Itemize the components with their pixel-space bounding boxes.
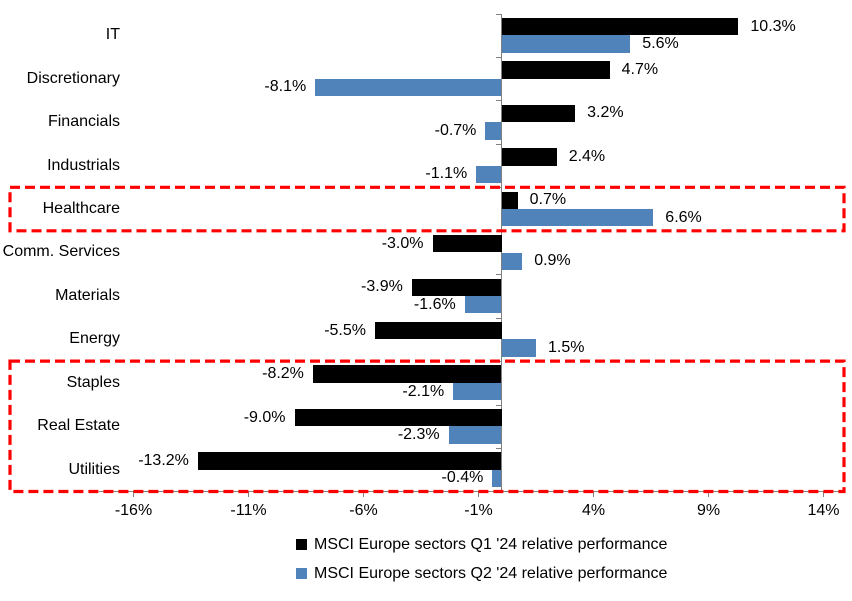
bar-q1 (375, 322, 502, 340)
legend-swatch-q2-icon (296, 568, 307, 579)
bar-q1 (294, 408, 502, 427)
x-axis-tick (478, 491, 479, 497)
x-axis-label: -16% (114, 502, 153, 519)
bar-q2 (453, 382, 502, 401)
bar-q2 (501, 209, 654, 227)
value-label: 0.9% (534, 252, 571, 270)
legend-label-q1: MSCI Europe sectors Q1 '24 relative perf… (314, 535, 668, 553)
category-label: Real Estate (37, 417, 120, 435)
category-label: Energy (69, 330, 120, 348)
value-label: 6.6% (665, 208, 702, 226)
value-label: -3.0% (381, 234, 424, 252)
category-label: Financials (47, 113, 120, 131)
bar-q1 (432, 235, 502, 253)
y-axis-tick (496, 448, 502, 450)
x-axis-tick (363, 491, 364, 497)
y-axis-tick (496, 56, 502, 58)
x-axis-label: 14% (807, 502, 840, 519)
legend-swatch-q1-icon (296, 539, 307, 550)
category-label: Staples (66, 373, 120, 391)
value-label: -5.5% (324, 321, 366, 339)
x-axis-tick (823, 491, 824, 497)
value-label: 1.5% (548, 339, 585, 357)
bar-q1 (312, 365, 502, 383)
bar-q2 (476, 165, 502, 183)
y-axis-tick (496, 13, 502, 15)
bar-q1 (501, 61, 610, 79)
legend-item-q2: MSCI Europe sectors Q2 '24 relative perf… (296, 564, 667, 583)
value-label: -8.2% (262, 365, 304, 383)
bar-q1 (197, 452, 502, 470)
category-label: Comm. Services (2, 243, 120, 261)
bar-q1 (501, 17, 739, 36)
value-label: -13.2% (138, 452, 189, 470)
bar-q2 (501, 35, 631, 53)
value-label: -2.1% (402, 382, 445, 400)
category-label: Industrials (47, 156, 120, 174)
bar-q2 (501, 252, 523, 270)
y-axis-tick (496, 187, 502, 189)
x-axis-tick (248, 491, 249, 497)
bar-q1 (411, 278, 502, 296)
value-label: -8.1% (264, 78, 307, 96)
bar-q2 (315, 78, 502, 97)
value-label: -3.9% (361, 278, 403, 296)
category-label: Healthcare (42, 200, 120, 218)
value-label: -1.6% (413, 295, 456, 313)
bar-q1 (501, 191, 518, 210)
y-axis-tick (496, 404, 502, 406)
x-axis-label: 9% (696, 502, 721, 519)
value-label: 2.4% (568, 147, 606, 165)
value-label: 0.7% (529, 191, 567, 209)
x-axis-tick (708, 491, 709, 497)
value-label: -1.1% (425, 165, 468, 183)
category-label: Discretionary (26, 69, 120, 87)
x-axis-tick (133, 491, 134, 497)
x-axis-tick (593, 491, 594, 497)
legend-item-q1: MSCI Europe sectors Q1 '24 relative perf… (296, 535, 667, 554)
y-axis-tick (496, 317, 502, 319)
x-axis-label: 4% (581, 502, 606, 519)
value-label: -0.7% (434, 121, 477, 139)
bar-q2 (485, 122, 502, 140)
bar-q1 (501, 148, 557, 166)
value-label: 5.6% (642, 34, 679, 52)
bar-q2 (464, 295, 502, 314)
y-axis-tick (496, 491, 502, 493)
bar-q2 (492, 469, 502, 488)
value-label: -9.0% (243, 408, 286, 426)
value-label: -2.3% (397, 426, 440, 444)
legend-label-q2: MSCI Europe sectors Q2 '24 relative perf… (314, 564, 668, 582)
category-label: Materials (55, 286, 120, 304)
y-axis-tick (496, 361, 502, 363)
category-label: IT (105, 26, 120, 44)
y-axis-tick (496, 274, 502, 276)
x-axis-line (99, 491, 842, 492)
category-label: Utilities (68, 460, 120, 478)
value-label: -0.4% (441, 469, 484, 487)
value-label: 3.2% (587, 104, 624, 122)
x-axis-label: -1% (464, 502, 493, 519)
bar-q2 (501, 339, 536, 357)
x-axis-label: -6% (349, 502, 378, 519)
y-axis-tick (496, 100, 502, 102)
value-label: 4.7% (621, 60, 659, 78)
y-axis-tick (496, 230, 502, 232)
legend: MSCI Europe sectors Q1 '24 relative perf… (296, 535, 667, 583)
bar-q1 (501, 104, 576, 123)
bar-q2 (448, 426, 502, 444)
x-axis-label: -11% (230, 502, 267, 519)
y-axis-tick (496, 143, 502, 145)
value-label: 10.3% (750, 17, 796, 35)
